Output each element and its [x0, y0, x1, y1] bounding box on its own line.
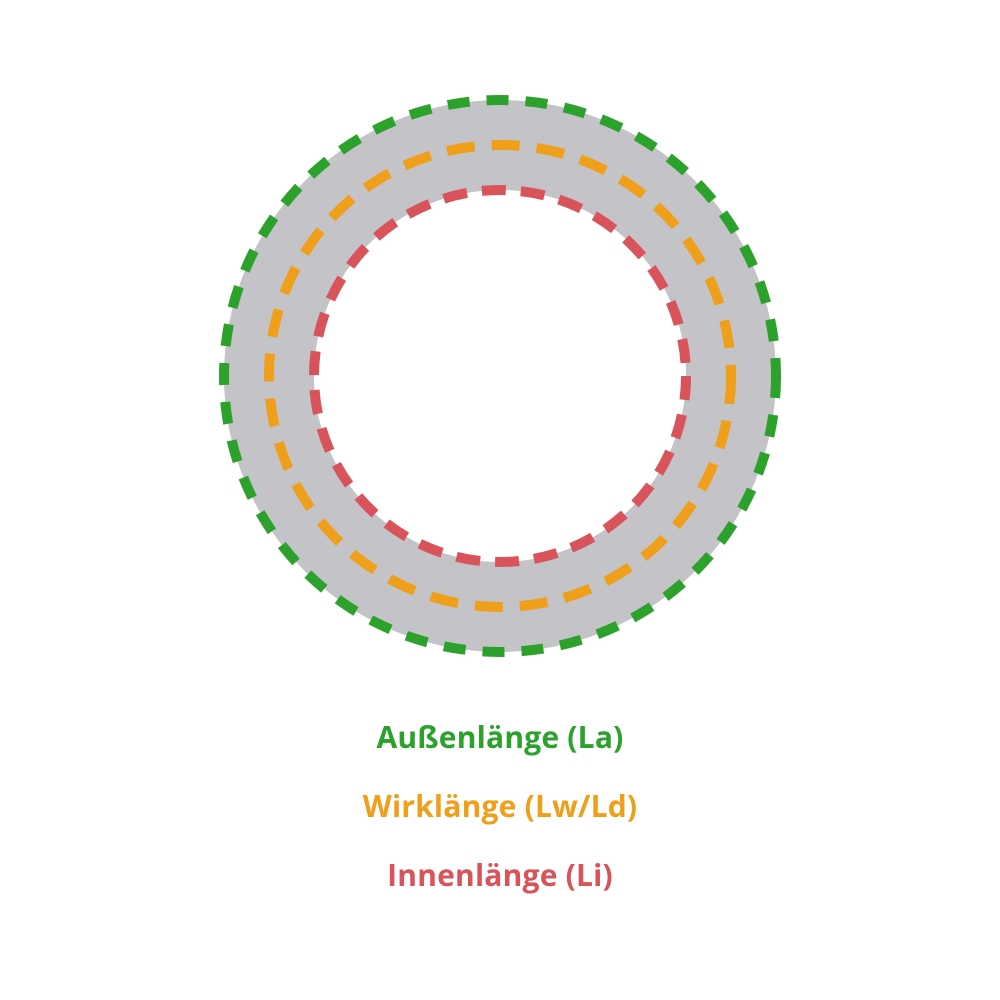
legend-item-outer: Außenlänge (La) — [376, 716, 623, 757]
belt-length-diagram — [200, 76, 800, 676]
legend-item-inner: Innenlänge (Li) — [387, 854, 613, 895]
middle-circle — [269, 145, 731, 607]
ring-svg — [200, 76, 800, 676]
inner-circle — [314, 190, 686, 562]
legend-item-middle: Wirklänge (Lw/Ld) — [363, 785, 638, 826]
legend: Außenlänge (La) Wirklänge (Lw/Ld) Innenl… — [363, 716, 638, 895]
